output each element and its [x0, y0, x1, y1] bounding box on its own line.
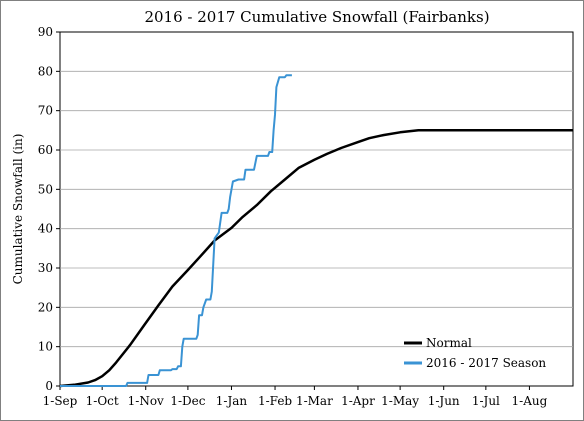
y-tick-label: 50	[38, 182, 53, 196]
legend: Normal 2016 - 2017 Season	[404, 336, 546, 370]
x-tick-label: 1-Mar	[296, 394, 333, 408]
x-tick-label: 1-Oct	[86, 394, 119, 408]
x-tick-label: 1-Nov	[128, 394, 164, 408]
series-line-season	[60, 74, 292, 387]
y-tick-label: 80	[38, 64, 53, 78]
y-tick-label: 30	[38, 261, 53, 275]
x-tick-label: 1-Sep	[43, 394, 78, 408]
legend-label-season: 2016 - 2017 Season	[426, 356, 546, 370]
series-layer	[59, 74, 573, 388]
x-axis-ticks: 1-Sep 1-Oct 1-Nov 1-Dec 1-Jan 1-Feb 1-Mar 1-Apr…	[43, 386, 548, 408]
y-tick-label: 60	[38, 143, 53, 157]
y-tick-label: 10	[38, 340, 53, 354]
y-tick-label: 0	[45, 379, 53, 393]
x-tick-label: 1-May	[381, 394, 419, 408]
x-tick-label: 1-Apr	[341, 394, 375, 408]
legend-label-normal: Normal	[426, 336, 472, 350]
x-tick-label: 1-Jan	[216, 394, 248, 408]
chart-title: 2016 - 2017 Cumulative Snowfall (Fairban…	[144, 8, 489, 26]
y-tick-label: 90	[38, 25, 53, 39]
x-tick-label: 1-Feb	[258, 394, 292, 408]
x-tick-label: 1-Dec	[170, 394, 205, 408]
y-tick-label: 70	[38, 104, 53, 118]
plot-area	[59, 31, 574, 387]
x-tick-label: 1-Aug	[512, 394, 548, 408]
y-tick-label: 40	[38, 222, 53, 236]
grid-layer	[60, 70, 573, 348]
x-tick-label: 1-Jul	[472, 394, 500, 408]
series-line-normal	[59, 129, 573, 388]
y-axis-ticks: 0 10 20 30 40 50 60 70 80 90	[38, 25, 60, 393]
y-axis-label: Cumulative Snowfall (in)	[11, 134, 25, 285]
y-tick-label: 20	[38, 300, 53, 314]
x-tick-label: 1-Jun	[428, 394, 460, 408]
